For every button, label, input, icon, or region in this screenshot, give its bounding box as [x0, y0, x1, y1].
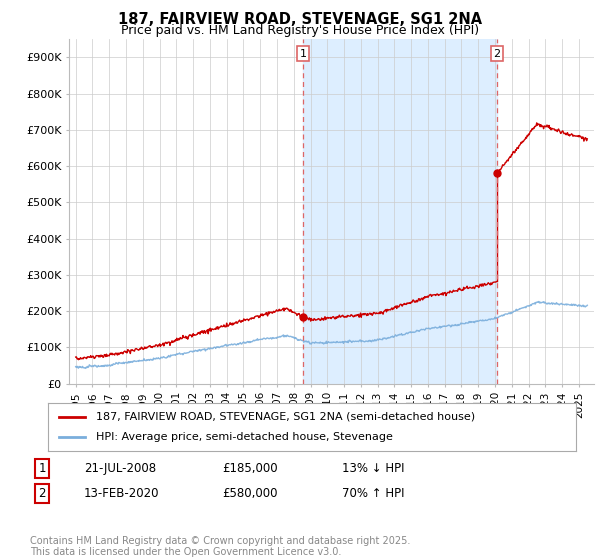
Text: 1: 1: [299, 49, 307, 59]
Text: 13% ↓ HPI: 13% ↓ HPI: [342, 462, 404, 475]
Text: Contains HM Land Registry data © Crown copyright and database right 2025.
This d: Contains HM Land Registry data © Crown c…: [30, 535, 410, 557]
Text: 70% ↑ HPI: 70% ↑ HPI: [342, 487, 404, 501]
Text: 2: 2: [493, 49, 500, 59]
Text: Price paid vs. HM Land Registry's House Price Index (HPI): Price paid vs. HM Land Registry's House …: [121, 24, 479, 37]
Text: 2: 2: [38, 487, 46, 501]
Text: £185,000: £185,000: [222, 462, 278, 475]
Text: HPI: Average price, semi-detached house, Stevenage: HPI: Average price, semi-detached house,…: [95, 432, 392, 442]
Text: 1: 1: [38, 462, 46, 475]
Text: 187, FAIRVIEW ROAD, STEVENAGE, SG1 2NA: 187, FAIRVIEW ROAD, STEVENAGE, SG1 2NA: [118, 12, 482, 27]
Bar: [303, 39, 497, 384]
Text: £580,000: £580,000: [222, 487, 277, 501]
Text: 21-JUL-2008: 21-JUL-2008: [84, 462, 156, 475]
Text: 187, FAIRVIEW ROAD, STEVENAGE, SG1 2NA (semi-detached house): 187, FAIRVIEW ROAD, STEVENAGE, SG1 2NA (…: [95, 412, 475, 422]
Text: 13-FEB-2020: 13-FEB-2020: [84, 487, 160, 501]
